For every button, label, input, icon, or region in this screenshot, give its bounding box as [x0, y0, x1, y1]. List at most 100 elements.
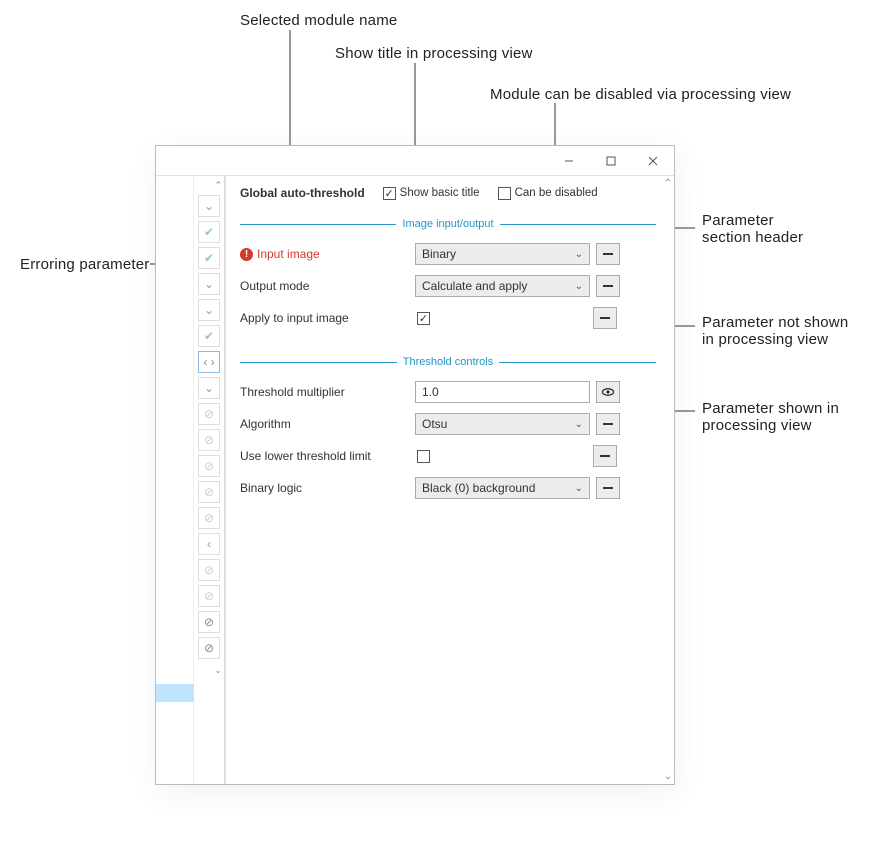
section-header-label: Image input/output [396, 218, 499, 230]
annotation-can-disable: Module can be disabled via processing vi… [490, 86, 791, 103]
param-label: Output mode [240, 279, 415, 293]
use-lower-checkbox[interactable] [417, 450, 430, 463]
module-status-icon[interactable]: ⊘ [198, 507, 220, 529]
module-status-icon[interactable]: ⌄ [198, 195, 220, 217]
visibility-toggle-button[interactable] [593, 445, 617, 467]
panel-scroll-up-icon[interactable]: ⌃ [664, 178, 672, 189]
parameters-panel: ⌃ ⌄ Global auto-threshold ✓ Show basic t… [226, 176, 674, 784]
module-status-icon[interactable]: ✔ [198, 221, 220, 243]
param-label: Algorithm [240, 417, 415, 431]
section-header-io: Image input/output [240, 218, 656, 230]
chevron-down-icon: ⌄ [575, 483, 583, 494]
annotation-param-hidden-1: Parameter not shown [702, 314, 848, 331]
hidden-icon [601, 481, 615, 495]
scrollbar-down-icon[interactable]: ⌄ [194, 665, 224, 676]
scrollbar-up-icon[interactable]: ⌃ [194, 180, 224, 191]
param-label: Binary logic [240, 481, 415, 495]
select-value: Binary [422, 247, 456, 261]
module-status-icon[interactable]: ‹ [198, 533, 220, 555]
param-label: Use lower threshold limit [240, 449, 415, 463]
module-status-icon[interactable]: ⊘ [198, 455, 220, 477]
param-label-error: ! Input image [240, 247, 415, 261]
visibility-toggle-button[interactable] [596, 381, 620, 403]
error-icon: ! [240, 248, 253, 261]
show-basic-title-label: Show basic title [400, 187, 480, 199]
module-status-icon[interactable]: ✔ [198, 247, 220, 269]
module-list-sidebar: ⌃ ⌄ ✔ ✔ ⌄ ⌄ ✔ ‹ › ⌄ ⊘ ⊘ ⊘ ⊘ ⊘ ‹ ⊘ ⊘ ⊘ ⊘ … [156, 176, 226, 784]
annotation-erroring-param: Erroring parameter [20, 256, 149, 273]
binary-logic-select[interactable]: Black (0) background ⌄ [415, 477, 590, 499]
module-status-icon[interactable]: ⊘ [198, 559, 220, 581]
module-name-label: Global auto-threshold [240, 186, 365, 200]
param-label: Threshold multiplier [240, 385, 415, 399]
maximize-button[interactable] [590, 147, 632, 175]
module-status-icon[interactable]: ⊘ [198, 637, 220, 659]
module-status-icon[interactable]: ⌄ [198, 299, 220, 321]
module-status-icon[interactable]: ⊘ [198, 481, 220, 503]
section-header-threshold: Threshold controls [240, 356, 656, 368]
eye-icon [601, 385, 615, 399]
module-status-icon[interactable]: ⊘ [198, 403, 220, 425]
sidebar-selection-highlight [156, 684, 194, 702]
param-label-text: Input image [257, 247, 320, 261]
section-header-label: Threshold controls [397, 356, 500, 368]
input-value: 1.0 [422, 385, 439, 399]
param-row-input-image: ! Input image Binary ⌄ [240, 242, 656, 266]
minimize-button[interactable] [548, 147, 590, 175]
annotation-section-header-1: Parameter [702, 212, 774, 229]
checkbox-icon [498, 187, 511, 200]
close-button[interactable] [632, 147, 674, 175]
param-label: Apply to input image [240, 311, 415, 325]
can-be-disabled-checkbox[interactable]: Can be disabled [498, 187, 598, 200]
panel-scroll-down-icon[interactable]: ⌄ [664, 771, 672, 782]
minimize-icon [564, 156, 574, 166]
visibility-toggle-button[interactable] [593, 307, 617, 329]
module-status-icon[interactable]: ✔ [198, 325, 220, 347]
module-status-icon[interactable]: ⌄ [198, 273, 220, 295]
visibility-toggle-button[interactable] [596, 413, 620, 435]
annotation-selected-module: Selected module name [240, 12, 397, 29]
param-row-use-lower: Use lower threshold limit [240, 444, 656, 468]
maximize-icon [606, 156, 616, 166]
hidden-icon [598, 449, 612, 463]
visibility-toggle-button[interactable] [596, 275, 620, 297]
apply-to-input-checkbox[interactable]: ✓ [417, 312, 430, 325]
param-row-apply-to-input: Apply to input image ✓ [240, 306, 656, 330]
output-mode-select[interactable]: Calculate and apply ⌄ [415, 275, 590, 297]
algorithm-select[interactable]: Otsu ⌄ [415, 413, 590, 435]
close-icon [648, 156, 658, 166]
annotation-show-title: Show title in processing view [335, 45, 533, 62]
annotation-param-shown-2: processing view [702, 417, 812, 434]
threshold-multiplier-input[interactable]: 1.0 [415, 381, 590, 403]
show-basic-title-checkbox[interactable]: ✓ Show basic title [383, 187, 480, 200]
annotation-param-hidden-2: in processing view [702, 331, 828, 348]
module-status-icon[interactable]: ‹ › [198, 351, 220, 373]
select-value: Calculate and apply [422, 279, 527, 293]
checkbox-icon: ✓ [383, 187, 396, 200]
chevron-down-icon: ⌄ [575, 419, 583, 430]
chevron-down-icon: ⌄ [575, 281, 583, 292]
hidden-icon [598, 311, 612, 325]
chevron-down-icon: ⌄ [575, 249, 583, 260]
param-row-output-mode: Output mode Calculate and apply ⌄ [240, 274, 656, 298]
param-row-threshold-multiplier: Threshold multiplier 1.0 [240, 380, 656, 404]
visibility-toggle-button[interactable] [596, 243, 620, 265]
input-image-select[interactable]: Binary ⌄ [415, 243, 590, 265]
param-row-algorithm: Algorithm Otsu ⌄ [240, 412, 656, 436]
select-value: Black (0) background [422, 481, 535, 495]
select-value: Otsu [422, 417, 447, 431]
module-parameters-window: ⌃ ⌄ ✔ ✔ ⌄ ⌄ ✔ ‹ › ⌄ ⊘ ⊘ ⊘ ⊘ ⊘ ‹ ⊘ ⊘ ⊘ ⊘ … [155, 145, 675, 785]
can-be-disabled-label: Can be disabled [515, 187, 598, 199]
hidden-icon [601, 247, 615, 261]
param-row-binary-logic: Binary logic Black (0) background ⌄ [240, 476, 656, 500]
annotation-section-header-2: section header [702, 229, 803, 246]
module-status-icon[interactable]: ⊘ [198, 611, 220, 633]
module-status-icon[interactable]: ⊘ [198, 585, 220, 607]
hidden-icon [601, 279, 615, 293]
hidden-icon [601, 417, 615, 431]
annotation-param-shown-1: Parameter shown in [702, 400, 839, 417]
window-titlebar [156, 146, 674, 176]
visibility-toggle-button[interactable] [596, 477, 620, 499]
module-status-icon[interactable]: ⌄ [198, 377, 220, 399]
module-status-icon[interactable]: ⊘ [198, 429, 220, 451]
